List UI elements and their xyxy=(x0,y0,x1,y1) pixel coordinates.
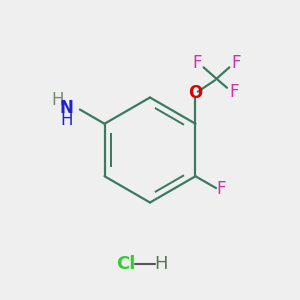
Text: N: N xyxy=(59,99,73,117)
Text: F: F xyxy=(192,53,202,71)
Text: F: F xyxy=(216,180,226,198)
Text: F: F xyxy=(230,83,239,101)
Text: Cl: Cl xyxy=(116,255,136,273)
Text: F: F xyxy=(231,53,241,71)
Text: H: H xyxy=(52,91,64,109)
Text: H: H xyxy=(60,111,73,129)
Text: H: H xyxy=(154,255,167,273)
Text: O: O xyxy=(188,84,203,102)
